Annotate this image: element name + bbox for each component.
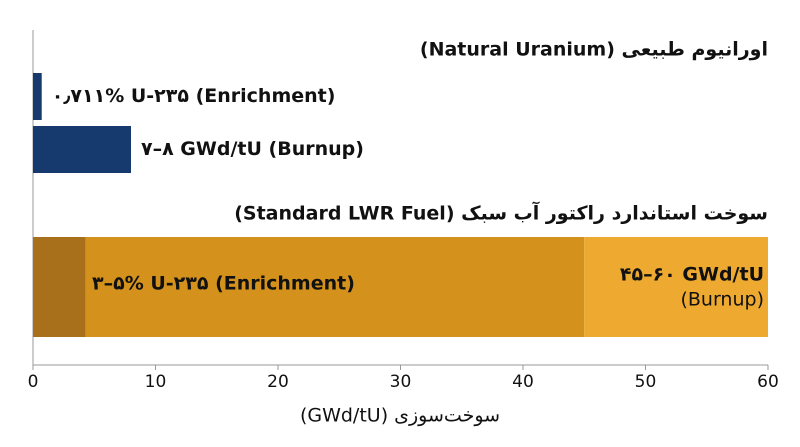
- x-tick-label: 50: [635, 372, 657, 392]
- bar-label: ۴۵–۶۰ GWd/tU: [620, 264, 764, 286]
- bar-segment: [85, 237, 585, 337]
- bar-label: ۳–۵% U-۲۳۵ (Enrichment): [92, 273, 355, 295]
- x-tick-label: 30: [390, 372, 412, 392]
- bar-label: ۷–۸ GWd/tU (Burnup): [141, 138, 364, 160]
- x-tick-label: 60: [757, 372, 779, 392]
- x-tick-label: 40: [512, 372, 534, 392]
- x-tick-label: 10: [145, 372, 167, 392]
- bar-label: ۰٫۷۱۱% U-۲۳۵ (Enrichment): [52, 85, 336, 107]
- x-tick-label: 0: [28, 372, 39, 392]
- bar-segment: [33, 126, 131, 173]
- bar-segment: [33, 237, 86, 337]
- group-title: سوخت استاندارد راکتور آب سبک (Standard L…: [234, 201, 768, 225]
- group-title: اورانیوم طبیعی (Natural Uranium): [420, 39, 768, 61]
- bar-segment: [584, 237, 768, 337]
- x-tick-label: 20: [267, 372, 289, 392]
- bar-segment: [33, 73, 42, 120]
- bar-label: (Burnup): [680, 289, 764, 311]
- x-axis-label: سوخت‌سوزی (GWd/tU): [300, 405, 500, 427]
